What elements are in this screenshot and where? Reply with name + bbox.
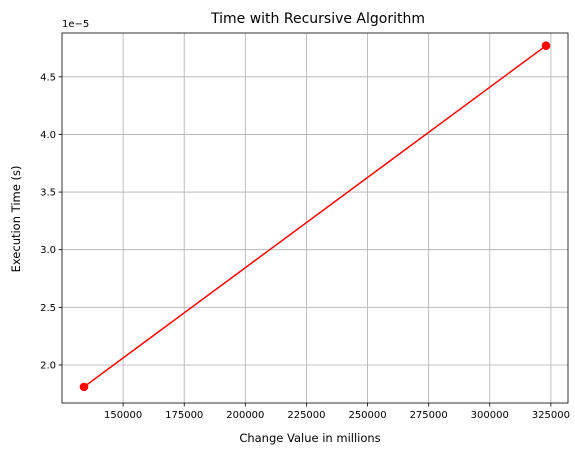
data-point <box>79 382 89 392</box>
y-tick-label: 3.5 <box>40 188 56 199</box>
y-axis: 2.0 2.5 3.0 3.5 4.0 4.5 <box>40 72 62 371</box>
x-tick-label: 325000 <box>532 410 570 421</box>
y-axis-label: Execution Time (s) <box>9 166 23 273</box>
y-offset-label: 1e−5 <box>62 19 89 30</box>
x-tick-label: 300000 <box>471 410 509 421</box>
series-line <box>83 45 547 388</box>
x-tick-label: 250000 <box>348 410 386 421</box>
chart-title: Time with Recursive Algorithm <box>210 11 425 27</box>
y-tick-label: 3.0 <box>40 245 56 256</box>
x-axis-label: Change Value in millions <box>239 431 380 445</box>
plot-frame <box>61 32 569 404</box>
x-tick-label: 200000 <box>226 410 264 421</box>
y-tick-label: 4.0 <box>40 130 56 141</box>
series-layer <box>79 41 551 392</box>
x-axis: 150000 175000 200000 225000 250000 275000 3000… <box>104 403 570 421</box>
y-tick-label: 2.5 <box>40 303 56 314</box>
x-tick-label: 225000 <box>287 410 325 421</box>
x-tick-label: 175000 <box>165 410 203 421</box>
data-point <box>541 41 551 50</box>
grid <box>62 33 568 403</box>
x-tick-label: 275000 <box>410 410 448 421</box>
y-tick-label: 2.0 <box>40 360 56 371</box>
y-tick-label: 4.5 <box>40 72 56 83</box>
x-tick-label: 150000 <box>104 410 142 421</box>
